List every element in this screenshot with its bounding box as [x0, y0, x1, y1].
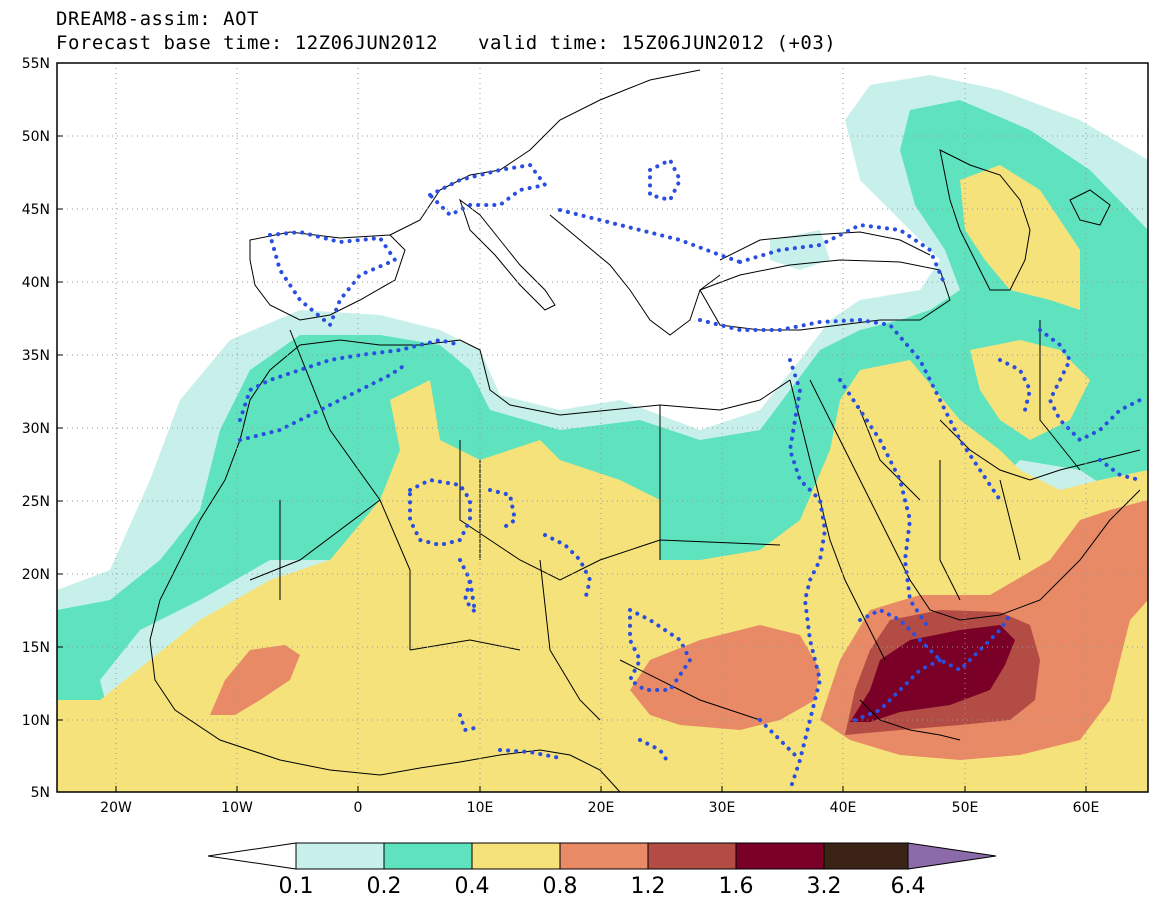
lat-label-10n: 10N — [22, 713, 50, 729]
colorbar-label-0.8: 0.8 — [543, 874, 578, 899]
lat-label-5n: 5N — [31, 785, 50, 801]
colorbar — [207, 842, 997, 870]
coastlines — [149, 69, 1141, 792]
lon-label-0: 0 — [354, 800, 363, 816]
lon-label-40e: 40E — [830, 800, 857, 816]
colorbar-label-0.1: 0.1 — [279, 874, 314, 899]
colorbar-segment-0.4 — [471, 842, 561, 870]
colorbar-label-0.2: 0.2 — [367, 874, 402, 899]
colorbar-segment-1.2 — [647, 842, 737, 870]
lon-label-30e: 30E — [709, 800, 736, 816]
colorbar-segment-0.1 — [295, 842, 385, 870]
lon-label-50e: 50E — [952, 800, 979, 816]
chart-subtitle: Forecast base time: 12Z06JUN2012 valid ti… — [56, 32, 836, 54]
lat-label-20n: 20N — [22, 567, 50, 583]
colorbar-segment-0.8 — [559, 842, 649, 870]
assimilation-dotted-contours — [238, 157, 1142, 792]
colorbar-segment-3.2 — [823, 842, 909, 870]
lat-label-55n: 55N — [22, 56, 50, 72]
chart-title: DREAM8-assim: AOT — [56, 8, 259, 30]
base-time-label: Forecast base time: 12Z06JUN2012 — [56, 32, 439, 54]
colorbar-label-6.4: 6.4 — [891, 874, 926, 899]
lat-label-45n: 45N — [22, 202, 50, 218]
aot-band-1.6 — [850, 625, 1015, 722]
colorbar-label-3.2: 3.2 — [807, 874, 842, 899]
axis-ticks — [57, 135, 1087, 792]
aot-band-0.8 — [630, 625, 820, 730]
colorbar-segment-1.6 — [735, 842, 825, 870]
lon-label-10e: 10E — [467, 800, 494, 816]
colorbar-label-1.2: 1.2 — [631, 874, 666, 899]
lat-label-25n: 25N — [22, 494, 50, 510]
colorbar-upper-arrow — [907, 842, 997, 870]
valid-time-label: valid time: 15Z06JUN2012 (+03) — [478, 32, 837, 54]
aot-band-0.2 — [57, 100, 1148, 790]
lat-label-50n: 50N — [22, 129, 50, 145]
lon-label-10w: 10W — [221, 800, 253, 816]
lon-label-20e: 20E — [588, 800, 615, 816]
lat-label-30n: 30N — [22, 421, 50, 437]
lat-label-15n: 15N — [22, 640, 50, 656]
lon-label-60e: 60E — [1073, 800, 1100, 816]
graticule — [57, 63, 1148, 792]
colorbar-lower-arrow — [207, 842, 297, 870]
aot-contour-fields — [57, 63, 1148, 792]
colorbar-label-1.6: 1.6 — [719, 874, 754, 899]
colorbar-label-0.4: 0.4 — [455, 874, 490, 899]
colorbar-segment-0.2 — [383, 842, 473, 870]
lat-label-35n: 35N — [22, 348, 50, 364]
lon-label-20w: 20W — [100, 800, 132, 816]
lat-label-40n: 40N — [22, 275, 50, 291]
